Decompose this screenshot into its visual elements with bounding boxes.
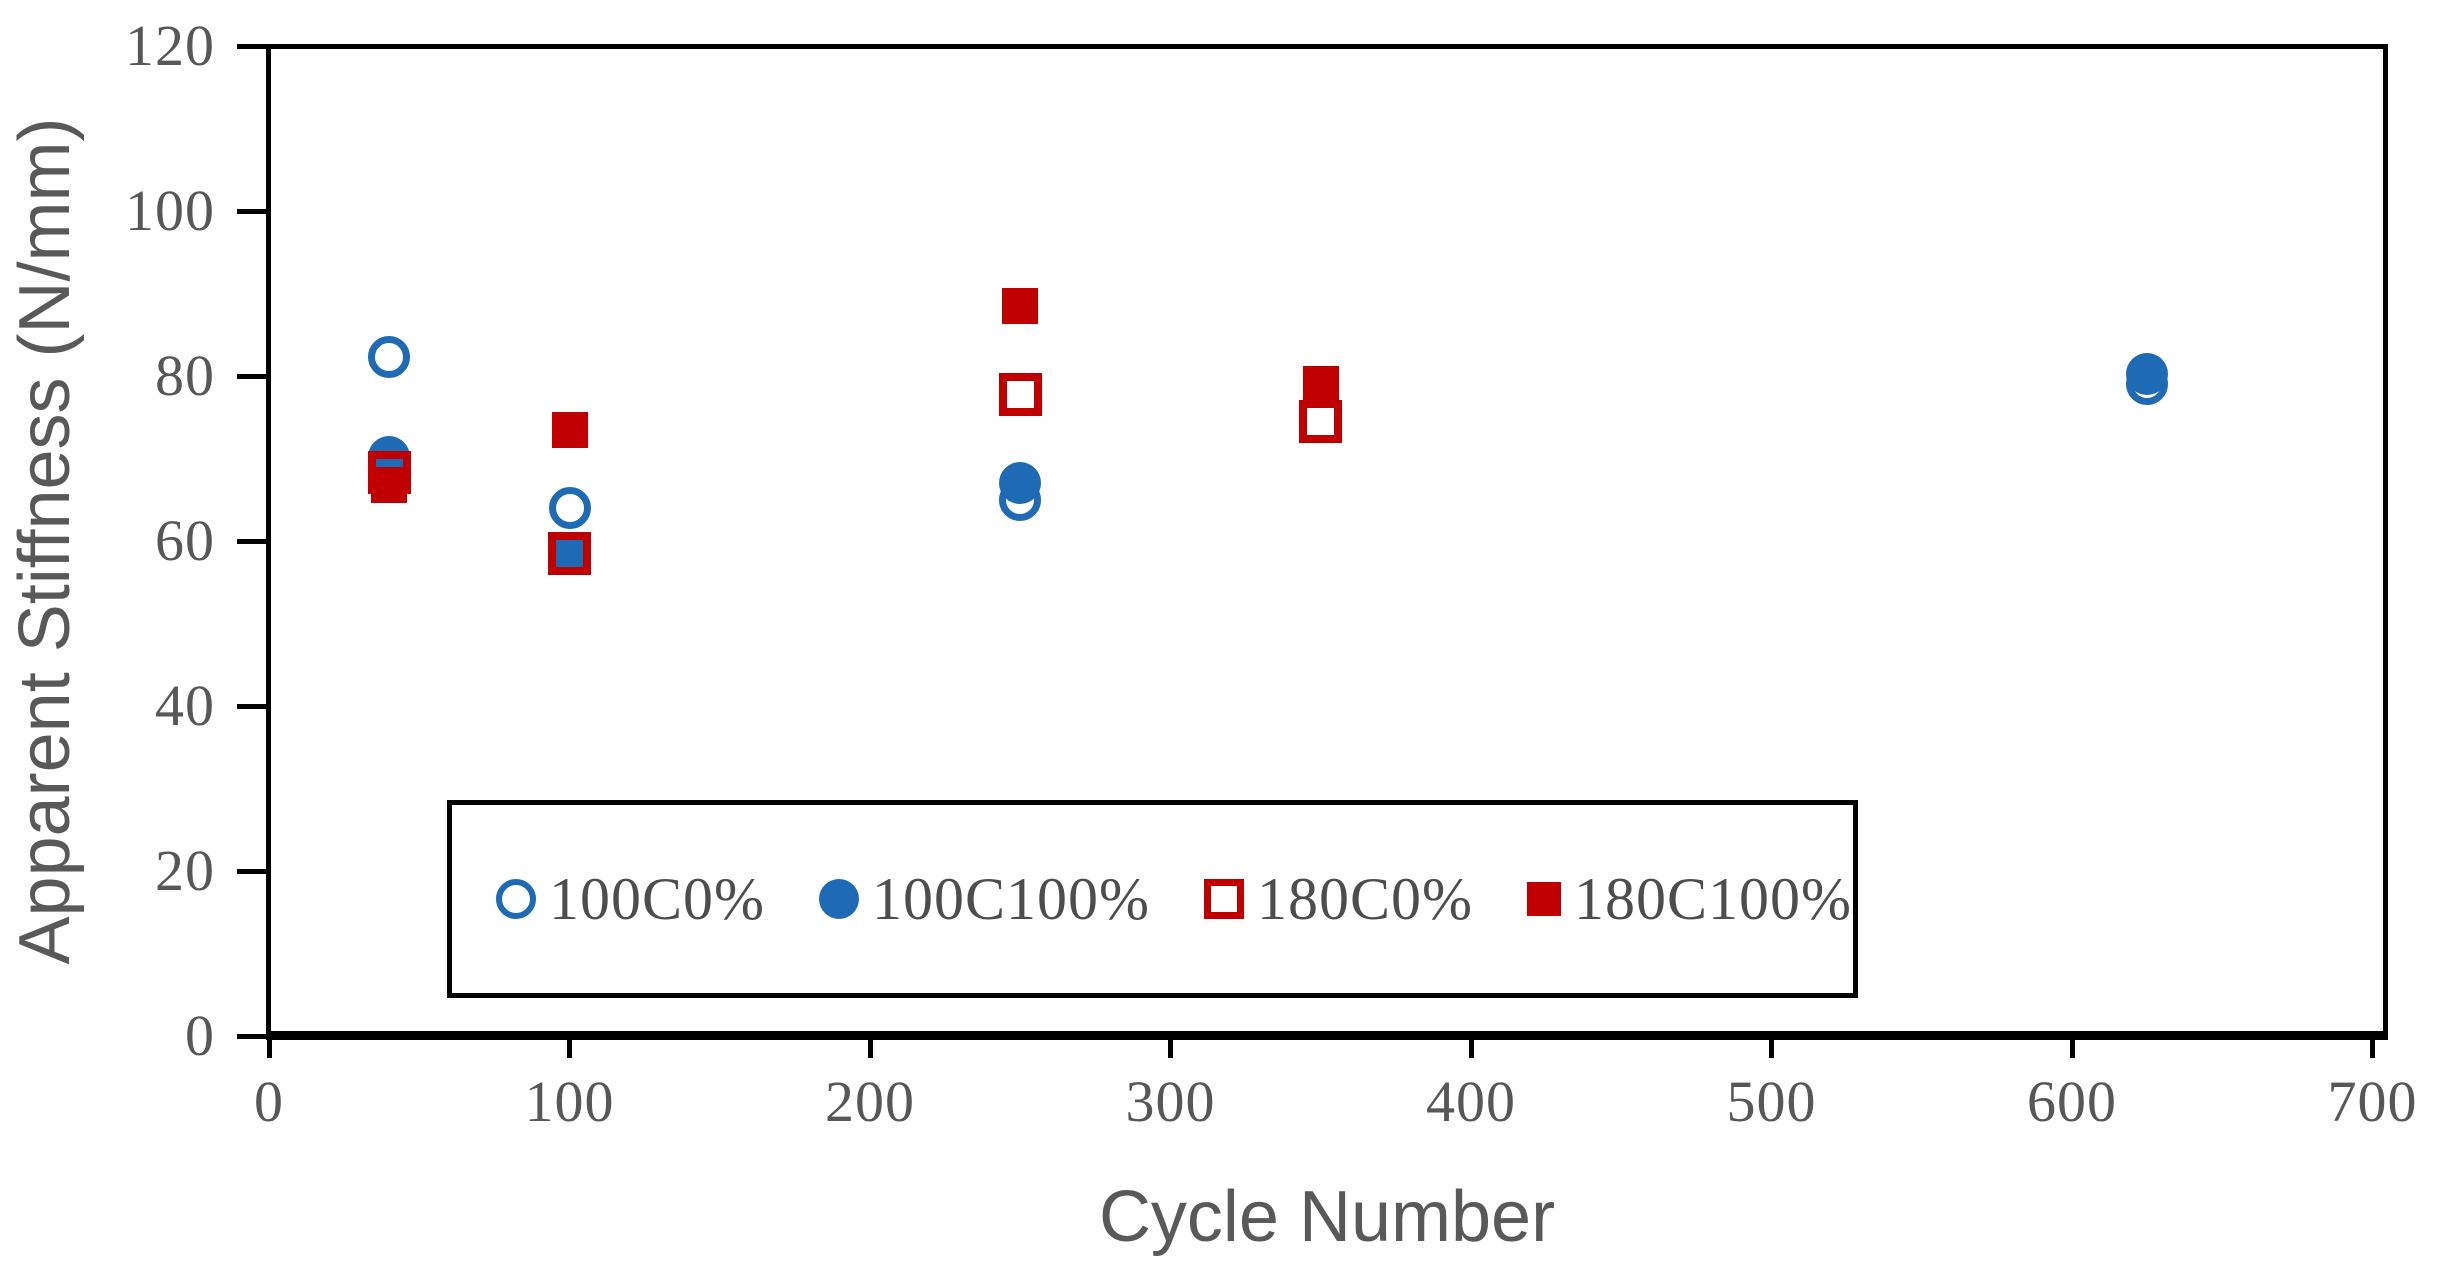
data-point-180C100% [371, 466, 408, 503]
y-axis-tick [237, 538, 267, 544]
data-point-180C0% [998, 373, 1042, 417]
y-axis-tick-label: 40 [155, 673, 215, 738]
data-point-100C0% [368, 336, 411, 379]
y-axis-tick [237, 43, 267, 49]
x-axis-tick [2370, 1040, 2375, 1058]
legend-item-180C100%: 180C100% [1527, 865, 1852, 934]
x-axis-tick-label: 500 [1726, 1069, 1817, 1134]
legend-label: 180C0% [1257, 865, 1473, 932]
legend-item-100C100%: 100C100% [819, 865, 1150, 934]
y-axis-tick [237, 373, 267, 379]
data-point-180C100% [1302, 366, 1339, 403]
circle-marker-icon [496, 879, 536, 919]
y-axis-tick-label: 60 [155, 508, 215, 573]
legend-item-180C0%: 180C0% [1204, 865, 1473, 934]
legend-label: 100C100% [872, 865, 1150, 932]
y-axis-tick-label: 120 [125, 13, 215, 78]
y-axis-tick [237, 208, 267, 214]
x-axis-tick [567, 1040, 572, 1058]
x-axis-tick-label: 400 [1426, 1069, 1516, 1134]
x-axis-title: Cycle Number [1098, 1177, 1556, 1257]
x-axis-tick [867, 1040, 873, 1058]
y-axis-tick [237, 703, 267, 709]
legend-item-100C0%: 100C0% [496, 865, 765, 934]
data-point-180C100% [551, 411, 588, 448]
y-axis-tick-label: 0 [185, 1003, 215, 1068]
y-axis-tick [237, 868, 267, 874]
legend: 100C0% 100C100% 180C0% 180C100% [447, 800, 1858, 998]
data-point-100C100% [2126, 352, 2169, 395]
x-axis-tick [1769, 1040, 1774, 1058]
y-axis-tick [237, 1033, 267, 1039]
y-axis-tick-label: 20 [155, 838, 215, 903]
x-axis-tick-label: 0 [254, 1069, 284, 1134]
x-axis-tick-label: 100 [524, 1069, 615, 1134]
y-axis-tick-label: 80 [155, 343, 215, 408]
data-point-180C0% [1299, 399, 1343, 443]
y-axis-tick-label: 100 [125, 178, 215, 243]
x-axis-tick [1168, 1040, 1173, 1058]
x-axis-tick [2069, 1040, 2075, 1058]
data-point-180C0% [548, 531, 591, 575]
circle-marker-icon [819, 879, 859, 919]
data-point-180C100% [1002, 287, 1039, 324]
data-point-100C100% [999, 462, 1042, 505]
square-marker-icon [1204, 879, 1244, 919]
x-axis-tick-label: 200 [825, 1069, 915, 1134]
x-axis-tick [266, 1040, 272, 1058]
data-point-100C0% [548, 487, 591, 529]
x-axis-tick [1468, 1040, 1474, 1058]
x-axis-tick-label: 700 [2327, 1069, 2418, 1134]
square-marker-icon [1527, 882, 1561, 916]
plot-area-border [266, 44, 2388, 1040]
legend-label: 180C100% [1574, 865, 1852, 932]
x-axis-tick-label: 300 [1125, 1069, 1216, 1134]
x-axis-tick-label: 600 [2027, 1069, 2117, 1134]
legend-label: 100C0% [549, 865, 765, 932]
